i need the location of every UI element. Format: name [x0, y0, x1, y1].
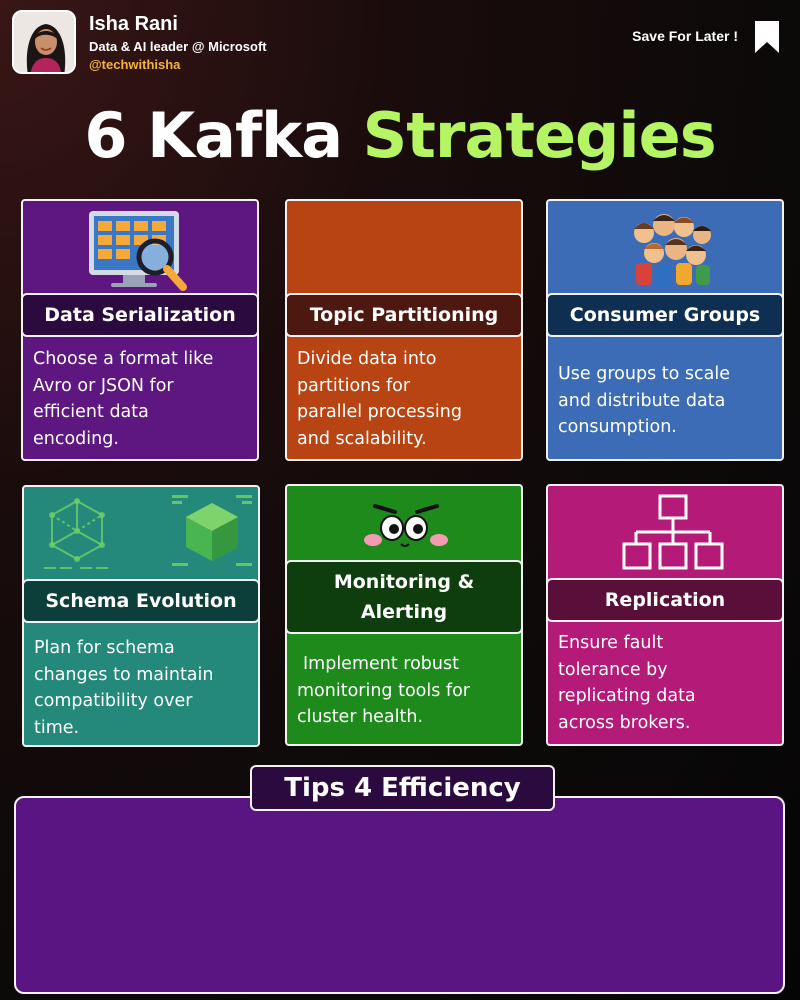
header: Isha Rani Data & AI leader @ Microsoft @…	[12, 10, 780, 80]
googly-eyes-face-icon	[364, 504, 448, 547]
card-title: Monitoring & Alerting	[285, 560, 523, 634]
group-of-people-icon	[634, 214, 711, 287]
card-title: Topic Partitioning	[285, 293, 523, 337]
card-title: Replication	[546, 578, 784, 622]
magnifier-table-icon	[89, 211, 187, 291]
avatar[interactable]	[12, 10, 76, 74]
bookmark-icon[interactable]	[754, 20, 780, 54]
page-title: 6 Kafka Strategies	[0, 96, 800, 176]
profile-photo-icon	[14, 12, 74, 72]
card-monitoring-alerting: Monitoring & Alerting Implement robust m…	[285, 484, 523, 746]
card-title: Consumer Groups	[546, 293, 784, 337]
card-description: Plan for schema changes to maintain comp…	[34, 638, 214, 738]
author-name: Isha Rani	[89, 13, 178, 35]
title-accent: Strategies	[362, 99, 717, 172]
card-schema-evolution: Schema Evolution Plan for schema changes…	[22, 485, 260, 747]
card-description: Use groups to scale and distribute data …	[558, 364, 730, 437]
card-description: Choose a format like Avro or JSON for ef…	[33, 349, 214, 449]
cube-network-icon	[44, 498, 108, 569]
save-for-later-label[interactable]: Save For Later !	[632, 28, 738, 44]
tips-panel	[14, 796, 785, 994]
card-title: Data Serialization	[21, 293, 259, 337]
hierarchy-tree-icon	[622, 494, 724, 570]
card-data-serialization: Data Serialization Choose a format like …	[21, 199, 259, 461]
card-description: Ensure fault tolerance by replicating da…	[558, 633, 696, 733]
cube-3d-icon	[172, 495, 252, 566]
author-role: Data & AI leader @ Microsoft	[89, 39, 267, 54]
card-topic-partitioning: Topic Partitioning Divide data into part…	[285, 199, 523, 461]
card-replication: Replication Ensure fault tolerance by re…	[546, 484, 784, 746]
card-description: Divide data into partitions for parallel…	[297, 349, 462, 449]
card-title: Schema Evolution	[22, 579, 260, 623]
title-prefix: 6 Kafka	[84, 99, 363, 172]
tips-heading: Tips 4 Efficiency	[250, 765, 555, 811]
author-handle[interactable]: @techwithisha	[89, 57, 181, 72]
card-description: Implement robust monitoring tools for cl…	[297, 654, 470, 727]
card-consumer-groups: Consumer Groups Use groups to scale and …	[546, 199, 784, 461]
